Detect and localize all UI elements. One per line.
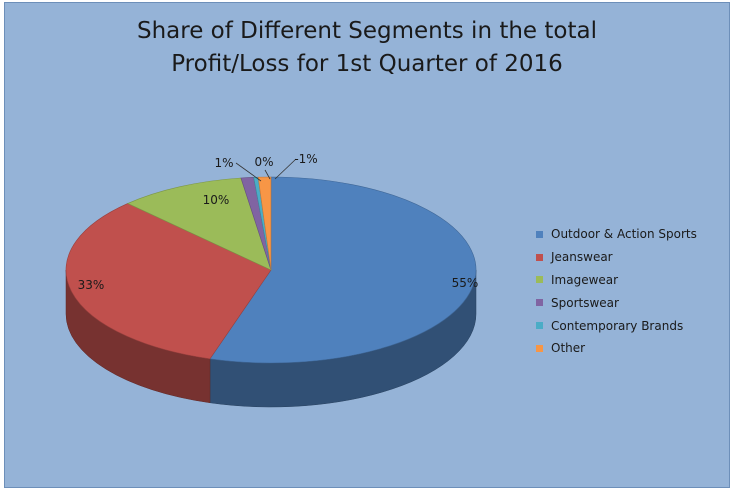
slice-imagewear	[127, 177, 272, 271]
leader-line	[235, 162, 262, 182]
legend-label: Other	[551, 341, 586, 356]
legend-item: Other	[536, 337, 697, 360]
chart-area: Share of Different Segments in the total…	[4, 2, 730, 488]
slice-other	[257, 176, 272, 271]
legend-label: Contemporary Brands	[551, 318, 684, 333]
leader-line	[264, 169, 271, 180]
leader-line	[274, 158, 297, 180]
data-label-sportswear: 1%	[214, 156, 233, 170]
data-label-other: -1%	[294, 152, 317, 166]
data-label-contemporary-brands: 0%	[254, 155, 273, 169]
legend-item: Contemporary Brands	[536, 314, 697, 337]
legend-swatch	[536, 253, 543, 261]
legend-swatch	[536, 322, 543, 330]
legend-label: Jeanswear	[551, 250, 613, 265]
data-label-outdoor-action-sports: 55%	[452, 276, 479, 290]
legend: Outdoor & Action Sports Jeanswear Imagewea…	[536, 223, 697, 360]
legend-swatch	[536, 299, 543, 307]
legend-label: Imagewear	[551, 272, 619, 287]
legend-swatch	[536, 344, 543, 352]
slice-jeanswear	[65, 203, 272, 360]
legend-label: Sportswear	[551, 295, 619, 310]
pie-chart: 55% 33% 10% 1% 0% -1%	[65, 152, 479, 408]
legend-item: Sportswear	[536, 291, 697, 314]
legend-label: Outdoor & Action Sports	[551, 227, 697, 242]
legend-item: Imagewear	[536, 269, 697, 292]
data-label-imagewear: 10%	[203, 193, 230, 207]
chart-title: Share of Different Segments in the total…	[137, 18, 597, 77]
legend-swatch	[536, 230, 543, 238]
slice-outdoor-action-sports	[209, 176, 477, 364]
data-label-jeanswear: 33%	[78, 278, 105, 292]
legend-item: Outdoor & Action Sports	[536, 223, 697, 246]
legend-item: Jeanswear	[536, 246, 697, 269]
legend-swatch	[536, 276, 543, 284]
